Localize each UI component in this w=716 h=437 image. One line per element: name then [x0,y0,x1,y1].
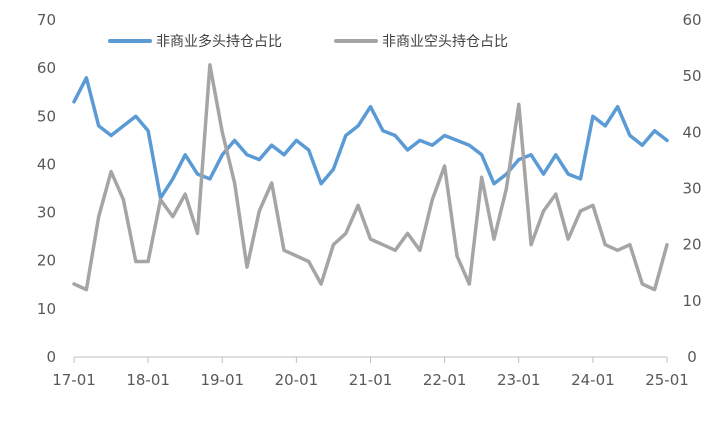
y-right-tick-label: 10 [682,292,701,310]
x-tick-label: 17-01 [52,371,96,389]
y-right-tick-label: 0 [687,348,697,366]
y-left-tick-label: 70 [37,11,56,29]
y-left-tick-label: 40 [37,155,56,173]
y-left-tick-label: 0 [46,348,56,366]
x-tick-label: 24-01 [571,371,615,389]
y-left-tick-label: 30 [37,204,56,222]
series-line-2 [72,63,669,292]
y-left-tick-label: 10 [37,300,56,318]
x-tick-label: 19-01 [200,371,244,389]
y-right-tick-label: 60 [682,11,701,29]
y-right-tick-label: 40 [682,123,701,141]
plot-area [72,63,669,292]
x-tick-label: 21-01 [349,371,393,389]
legend: 非商业多头持仓占比 非商业空头持仓占比 [108,33,508,50]
legend-label-1: 非商业多头持仓占比 [156,33,282,50]
y-right-tick-label: 20 [682,236,701,254]
x-tick-label: 22-01 [423,371,467,389]
x-tick-label: 23-01 [497,371,541,389]
x-tick-label: 25-01 [645,371,689,389]
y-left-tick-label: 60 [37,59,56,77]
x-tick-label: 20-01 [275,371,319,389]
y-left-tick-label: 50 [37,107,56,125]
legend-label-2: 非商业空头持仓占比 [382,34,508,50]
y-right-tick-label: 50 [682,67,701,85]
y-right-tick-label: 30 [682,180,701,198]
axes: 0 10 20 30 40 50 60 70 0 10 20 30 40 50 60 17-01 18-01 19… [37,11,702,389]
x-tick-label: 18-01 [126,371,170,389]
series-line-1 [72,76,669,200]
y-left-tick-label: 20 [37,252,56,270]
